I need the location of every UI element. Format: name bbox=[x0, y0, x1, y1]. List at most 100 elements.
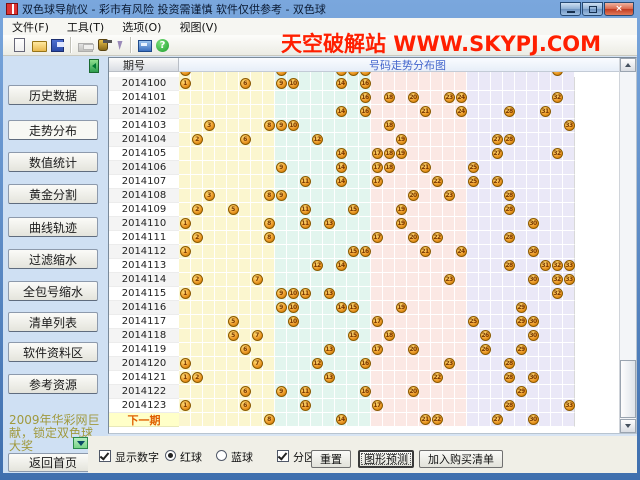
menu-item-2[interactable]: 选项(O) bbox=[122, 20, 162, 34]
sidebar-collapse-arrow-icon[interactable] bbox=[89, 59, 99, 73]
ball-6: 6 bbox=[239, 344, 251, 355]
ball-8: 8 bbox=[263, 190, 275, 201]
row-cells: 2 7 23 30 32 33 bbox=[179, 273, 575, 287]
vertical-scrollbar[interactable] bbox=[619, 58, 636, 433]
ball-14[interactable]: 14 bbox=[335, 414, 347, 425]
graph-predict-button[interactable]: 图形预测 bbox=[358, 450, 414, 468]
sidebar-item-10[interactable]: 参考资源 bbox=[8, 374, 98, 394]
table-row: 2014116 9 10 14 15 19 29 bbox=[109, 301, 636, 315]
ball-8[interactable]: 8 bbox=[263, 414, 275, 425]
sidebar-item-1[interactable]: 历史数据 bbox=[8, 85, 98, 105]
delete-jar-icon[interactable] bbox=[98, 39, 112, 51]
minimize-button[interactable] bbox=[560, 2, 581, 16]
menu-bar: 文件(F) 工具(T) 选项(O) 视图(V) bbox=[3, 18, 637, 36]
period-label: 2014107 bbox=[109, 175, 179, 189]
print-icon[interactable] bbox=[78, 42, 94, 52]
ball-13: 13 bbox=[323, 288, 335, 299]
ball-11: 11 bbox=[299, 288, 311, 299]
sidebar-item-9[interactable]: 软件资料区 bbox=[8, 342, 98, 362]
ball-16: 16 bbox=[359, 72, 371, 76]
sidebar-item-3[interactable]: 数值统计 bbox=[8, 152, 98, 172]
maximize-icon bbox=[588, 5, 597, 13]
menu-item-0[interactable]: 文件(F) bbox=[12, 20, 49, 34]
ball-17: 17 bbox=[371, 344, 383, 355]
blue-ball-label: 蓝球 bbox=[231, 451, 253, 464]
sidebar-item-2[interactable]: 走势分布 bbox=[8, 120, 98, 140]
ball-8: 8 bbox=[263, 218, 275, 229]
red-ball-radio[interactable] bbox=[165, 450, 176, 461]
period-label: 2014116 bbox=[109, 301, 179, 315]
footer-collapse-arrow-icon[interactable] bbox=[73, 437, 88, 449]
ball-18: 18 bbox=[383, 330, 395, 341]
ball-21[interactable]: 21 bbox=[419, 414, 431, 425]
menu-item-1[interactable]: 工具(T) bbox=[66, 20, 105, 34]
ball-28: 28 bbox=[503, 260, 515, 271]
open-folder-icon[interactable] bbox=[32, 41, 47, 52]
sidebar-item-6[interactable]: 过滤缩水 bbox=[8, 249, 98, 269]
show-numbers-checkbox[interactable] bbox=[99, 450, 111, 462]
ball-31: 31 bbox=[539, 106, 551, 117]
ball-2: 2 bbox=[191, 372, 203, 383]
period-label: 2014112 bbox=[109, 245, 179, 259]
period-label: 2014115 bbox=[109, 287, 179, 301]
ball-30: 30 bbox=[527, 218, 539, 229]
ball-21: 21 bbox=[419, 162, 431, 173]
add-to-purchase-list-button[interactable]: 加入购买清单 bbox=[419, 450, 503, 468]
sidebar-item-8[interactable]: 清单列表 bbox=[8, 312, 98, 332]
ball-30: 30 bbox=[527, 246, 539, 257]
new-file-icon[interactable] bbox=[14, 38, 25, 52]
row-cells: 3 8 9 20 23 28 bbox=[179, 189, 575, 203]
maximize-button[interactable] bbox=[582, 2, 603, 16]
ball-1: 1 bbox=[179, 358, 191, 369]
ball-2: 2 bbox=[191, 274, 203, 285]
ball-20: 20 bbox=[407, 344, 419, 355]
ball-5: 5 bbox=[227, 330, 239, 341]
ball-18: 18 bbox=[383, 148, 395, 159]
help-icon[interactable]: ? bbox=[156, 39, 169, 52]
ball-27: 27 bbox=[491, 134, 503, 145]
app-icon bbox=[6, 3, 18, 15]
row-cells: 2 8 17 20 22 28 bbox=[179, 231, 575, 245]
sidebar-item-4[interactable]: 黄金分割 bbox=[8, 184, 98, 204]
ball-2: 2 bbox=[191, 232, 203, 243]
ball-13: 13 bbox=[323, 372, 335, 383]
sidebar-item-5[interactable]: 曲线轨迹 bbox=[8, 217, 98, 237]
ball-14: 14 bbox=[335, 162, 347, 173]
scroll-up-icon[interactable] bbox=[620, 58, 636, 72]
ball-11: 11 bbox=[299, 204, 311, 215]
next-period-label: 下一期 bbox=[109, 413, 179, 427]
ball-14: 14 bbox=[335, 148, 347, 159]
close-button[interactable]: × bbox=[604, 2, 634, 16]
sidebar-item-7[interactable]: 全包号缩水 bbox=[8, 281, 98, 301]
blue-ball-radio[interactable] bbox=[216, 450, 227, 461]
period-label: 2014119 bbox=[109, 343, 179, 357]
row-cells: 1 6 9 10 14 16 bbox=[179, 77, 575, 91]
table-row: 2014122 6 9 11 16 20 29 bbox=[109, 385, 636, 399]
table-row: 2014103 3 8 9 10 18 33 bbox=[109, 119, 636, 133]
reset-button[interactable]: 重置 bbox=[311, 450, 351, 468]
table-row: 2014119 6 13 17 20 26 29 bbox=[109, 343, 636, 357]
ball-23: 23 bbox=[443, 358, 455, 369]
trend-chart-panel: 期号 号码走势分布图 1914151632 201410016910141620… bbox=[108, 57, 637, 434]
scrollbar-thumb[interactable] bbox=[620, 360, 636, 418]
scroll-down-icon[interactable] bbox=[620, 419, 636, 433]
period-label: 2014117 bbox=[109, 315, 179, 329]
zone-display-checkbox[interactable] bbox=[277, 450, 289, 462]
ball-22[interactable]: 22 bbox=[431, 414, 443, 425]
ball-17: 17 bbox=[371, 162, 383, 173]
chart-window-icon[interactable] bbox=[138, 40, 152, 52]
home-button[interactable]: 返回首页 bbox=[8, 453, 98, 472]
ball-24: 24 bbox=[455, 246, 467, 257]
row-cells: 6 9 11 16 20 29 bbox=[179, 385, 575, 399]
ball-1: 1 bbox=[179, 246, 191, 257]
menu-item-3[interactable]: 视图(V) bbox=[179, 20, 218, 34]
save-icon[interactable] bbox=[51, 39, 64, 52]
clipped-previous-row: 1 9 141516 32 bbox=[109, 72, 636, 77]
next-period-cells[interactable]: 8 14 21 22 27 30 bbox=[179, 413, 575, 427]
ball-14: 14 bbox=[335, 72, 347, 76]
ball-16: 16 bbox=[359, 358, 371, 369]
lightning-icon[interactable] bbox=[114, 40, 123, 50]
ball-27[interactable]: 27 bbox=[491, 414, 503, 425]
ball-30[interactable]: 30 bbox=[527, 414, 539, 425]
period-label: 2014118 bbox=[109, 329, 179, 343]
